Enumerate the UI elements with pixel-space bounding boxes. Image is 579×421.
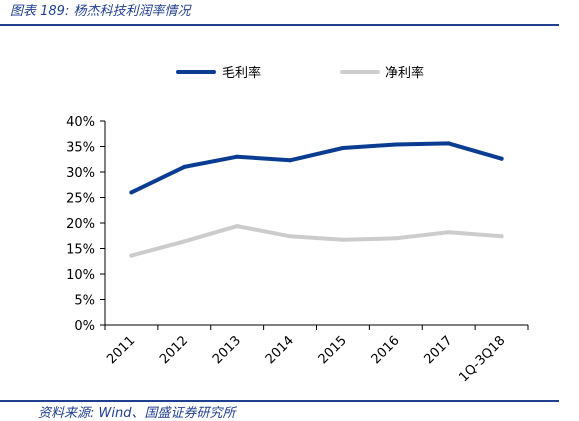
net-margin-line [129,224,504,258]
bottom-rule [0,400,559,402]
net-margin-point-2016 [393,236,398,241]
net-margin-point-2012 [182,239,187,244]
chart-legend: 毛利率 净利率 [176,65,424,81]
y-tick-label: 35% [66,141,95,156]
y-tick-label: 20% [66,217,95,232]
legend-label-net-margin: 净利率 [385,65,424,81]
gross-margin-point-2013 [235,154,240,159]
gross-margin-point-2014 [288,158,293,163]
gross-margin-point-2012 [182,164,187,169]
x-tick-label: 2013 [210,333,244,367]
y-tick-label: 30% [66,166,95,181]
y-tick-label: 15% [66,243,95,258]
gross-margin-point-2011 [129,190,134,195]
y-tick-label: 25% [66,192,95,207]
net-margin-point-2015 [340,237,345,242]
x-tick-label: 1Q-3Q18 [456,333,508,385]
gross-margin-point-1Q-3Q18 [499,156,504,161]
y-tick-label: 40% [66,115,95,130]
x-tick-label: 2012 [157,333,191,367]
y-tick-label: 10% [66,268,95,283]
figure-caption: 图表 189: 杨杰科技利润率情况 [10,4,191,19]
net-margin-point-2014 [288,234,293,239]
top-rule [0,24,559,26]
gross-margin-point-2017 [446,141,451,146]
net-margin-point-2011 [129,253,134,258]
x-tick-label: 2017 [422,333,456,367]
gross-margin-point-2016 [393,142,398,147]
x-tick-label: 2014 [263,333,297,367]
chart-axes: 0% 5% 10% 15% 20% 25% 30% 35% 40% 2011 2012 2013 201… [66,115,529,385]
y-tick-label: 5% [74,294,95,309]
legend-label-gross-margin: 毛利率 [222,65,261,81]
chart-series [129,141,504,258]
net-margin-point-1Q-3Q18 [499,234,504,239]
x-tick-label: 2016 [369,333,403,367]
x-tick-label: 2011 [104,333,138,367]
y-tick-label: 0% [74,319,95,334]
profit-margin-line-chart: 毛利率 净利率 0% 5% 10% 15% 20% 25% 30% 35% 40% 2011 201… [66,65,529,385]
net-margin-point-2017 [446,230,451,235]
gross-margin-point-2015 [340,146,345,150]
x-tick-label: 2015 [316,333,350,367]
gross-margin-line [129,141,504,195]
source-note: 资料来源: Wind、国盛证券研究所 [38,406,236,421]
net-margin-point-2013 [235,224,240,229]
